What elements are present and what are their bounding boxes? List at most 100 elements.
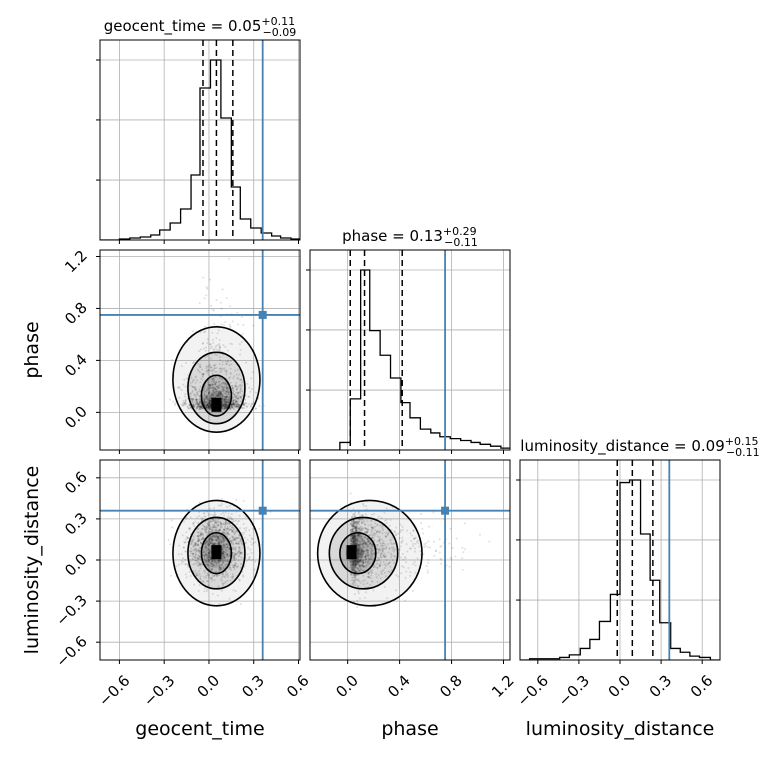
sample-point: [222, 404, 225, 407]
sample-point: [367, 537, 370, 540]
sample-point: [237, 555, 240, 558]
sample-point: [350, 539, 353, 542]
sample-point: [222, 550, 225, 553]
sample-point: [194, 549, 197, 552]
sample-point: [222, 547, 225, 550]
sample-point: [381, 549, 384, 552]
sample-point: [364, 552, 367, 555]
sample-point: [234, 562, 237, 565]
sample-point: [191, 401, 194, 404]
sample-point: [356, 550, 359, 553]
sample-point: [380, 538, 383, 541]
sample-point: [204, 528, 207, 531]
sample-point: [365, 548, 368, 551]
sample-point: [352, 534, 355, 537]
sample-point: [208, 389, 211, 392]
sample-point: [222, 544, 225, 547]
sample-point: [367, 571, 370, 574]
sample-point: [222, 545, 225, 548]
sample-point: [352, 520, 355, 523]
sample-point: [227, 515, 230, 518]
sample-point: [233, 405, 236, 408]
sample-point: [217, 541, 220, 544]
sample-point: [354, 525, 357, 528]
sample-point: [220, 541, 223, 544]
sample-point: [207, 551, 210, 554]
sample-point: [180, 365, 183, 368]
sample-point: [213, 535, 216, 538]
sample-point: [199, 578, 202, 581]
x-tick-label: 0.0: [332, 672, 362, 702]
sample-point: [209, 343, 212, 346]
sample-point: [235, 405, 238, 408]
sample-point: [197, 574, 200, 577]
sample-point: [232, 566, 235, 569]
sample-point: [207, 551, 210, 554]
sample-point: [224, 383, 227, 386]
sample-point: [360, 520, 363, 523]
sample-point: [351, 559, 354, 562]
sample-point: [205, 394, 208, 397]
sample-point: [354, 559, 357, 562]
sample-point: [208, 543, 211, 546]
sample-point: [205, 547, 208, 550]
sample-point: [184, 399, 187, 402]
sample-point: [214, 518, 217, 521]
sample-point: [222, 537, 225, 540]
sample-point: [395, 526, 398, 529]
sample-point: [354, 539, 357, 542]
sample-point: [200, 405, 203, 408]
sample-point: [352, 540, 355, 543]
sample-point: [354, 540, 357, 543]
sample-point: [352, 527, 355, 530]
sample-point: [237, 551, 240, 554]
sample-point: [221, 288, 224, 291]
sample-point: [222, 530, 225, 533]
sample-point: [221, 402, 224, 405]
sample-point: [234, 532, 237, 535]
sample-point: [197, 554, 200, 557]
sample-point: [228, 548, 231, 551]
sample-point: [211, 562, 214, 565]
sample-point: [357, 552, 360, 555]
sample-point: [213, 511, 216, 514]
sample-point: [225, 390, 228, 393]
sample-point: [231, 388, 234, 391]
sample-point: [370, 525, 373, 528]
sample-point: [202, 546, 205, 549]
sample-point: [350, 540, 353, 543]
sample-point: [214, 375, 217, 378]
sample-point: [350, 531, 353, 534]
sample-point: [214, 520, 217, 523]
sample-point: [192, 523, 195, 526]
sample-point: [233, 398, 236, 401]
sample-point: [357, 561, 360, 564]
sample-point: [219, 391, 222, 394]
sample-point: [226, 395, 229, 398]
sample-point: [219, 391, 222, 394]
sample-point: [361, 552, 364, 555]
sample-point: [253, 568, 256, 571]
sample-point: [351, 541, 354, 544]
sample-point: [370, 519, 373, 522]
sample-point: [395, 533, 398, 536]
sample-point: [194, 542, 197, 545]
sample-point: [218, 537, 221, 540]
sample-point: [374, 522, 377, 525]
sample-point: [352, 569, 355, 572]
sample-point: [358, 548, 361, 551]
sample-point: [402, 558, 405, 561]
sample-point: [207, 523, 210, 526]
sample-point: [206, 387, 209, 390]
sample-point: [238, 578, 241, 581]
sample-point: [187, 373, 190, 376]
sample-point: [193, 543, 196, 546]
sample-point: [196, 393, 199, 396]
sample-point: [204, 546, 207, 549]
sample-point: [211, 528, 214, 531]
sample-point: [414, 547, 417, 550]
sample-point: [366, 550, 369, 553]
sample-point: [351, 566, 354, 569]
sample-point: [233, 528, 236, 531]
sample-point: [376, 535, 379, 538]
